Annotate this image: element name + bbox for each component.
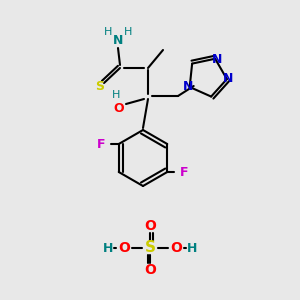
Text: O: O: [170, 241, 182, 255]
Text: S: S: [145, 241, 155, 256]
Text: F: F: [97, 137, 105, 151]
Text: O: O: [118, 241, 130, 255]
Text: O: O: [144, 263, 156, 277]
Text: O: O: [114, 101, 124, 115]
Text: H: H: [104, 27, 112, 37]
Text: O: O: [144, 219, 156, 233]
Text: H: H: [187, 242, 197, 254]
Text: H: H: [112, 90, 120, 100]
Text: S: S: [95, 80, 104, 94]
Text: N: N: [182, 80, 193, 94]
Text: H: H: [103, 242, 113, 254]
Text: N: N: [113, 34, 123, 46]
Text: N: N: [212, 53, 222, 66]
Text: H: H: [124, 27, 132, 37]
Text: N: N: [223, 72, 233, 85]
Text: F: F: [180, 166, 188, 178]
